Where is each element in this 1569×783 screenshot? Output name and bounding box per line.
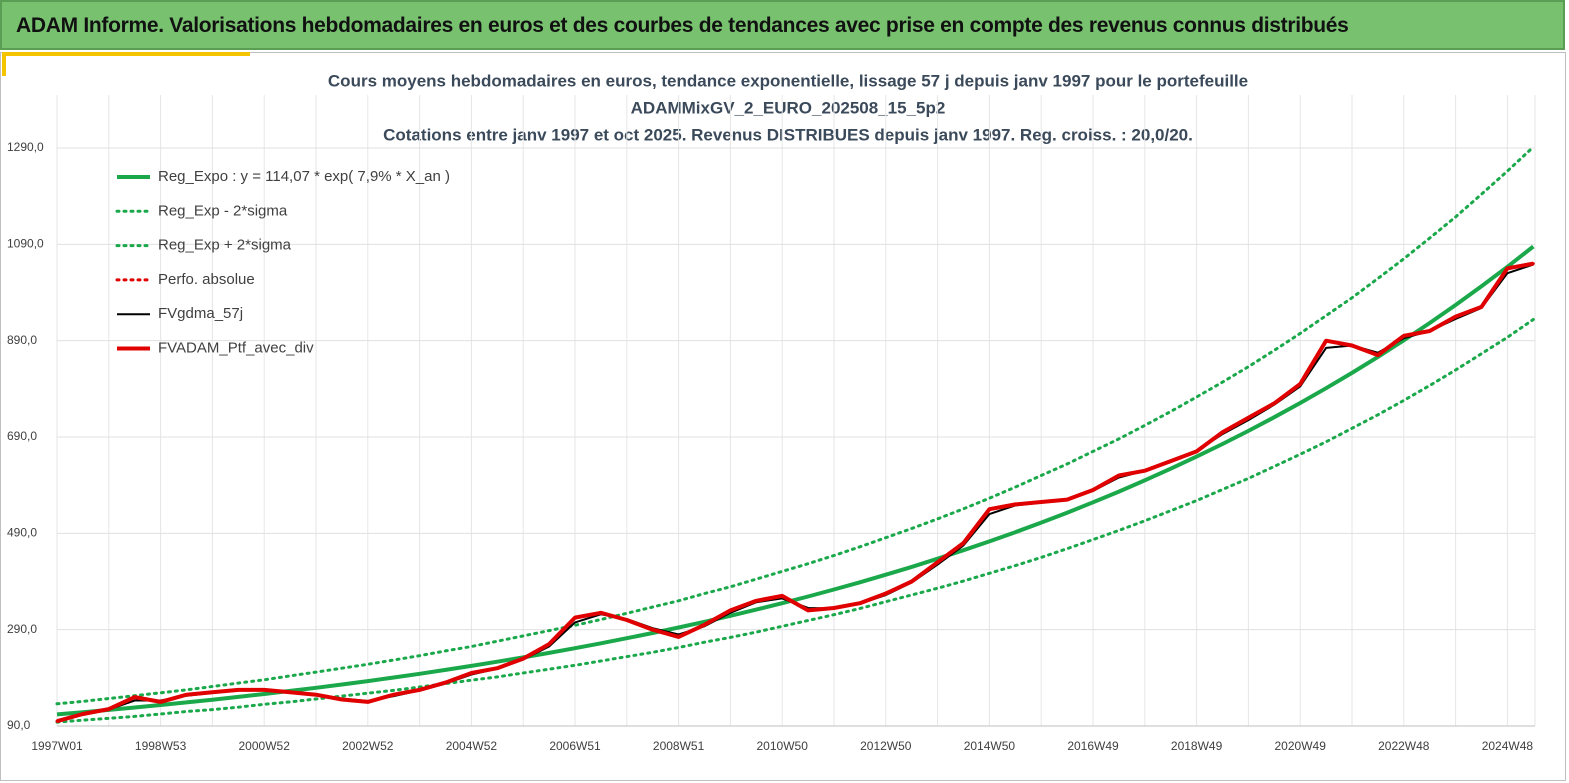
y-tick-label: 690,0 bbox=[7, 429, 37, 443]
x-tick-label: 2024W48 bbox=[1482, 739, 1534, 753]
x-tick-label: 2014W50 bbox=[964, 739, 1016, 753]
y-tick-label: 1290,0 bbox=[7, 140, 44, 154]
x-tick-label: 1998W53 bbox=[135, 739, 187, 753]
legend-label: Perfo. absolue bbox=[158, 271, 255, 288]
accent bbox=[2, 52, 250, 56]
x-tick-label: 2000W52 bbox=[239, 739, 291, 753]
chart-title: Cotations entre janv 1997 et oct 2025. R… bbox=[383, 125, 1193, 144]
series-line bbox=[55, 262, 1535, 723]
legend-label: FVADAM_Ptf_avec_div bbox=[158, 339, 314, 356]
banner-title: ADAM Informe. Valorisations hebdomadaire… bbox=[16, 14, 1349, 37]
legend-label: FVgdma_57j bbox=[158, 305, 243, 322]
accent bbox=[2, 52, 6, 76]
series-line bbox=[55, 318, 1535, 724]
legend-label: Reg_Expo : y = 114,07 * exp( 7,9% * X_an… bbox=[158, 168, 450, 185]
x-tick-label: 2004W52 bbox=[446, 739, 498, 753]
x-tick-label: 2020W49 bbox=[1275, 739, 1327, 753]
chart-title: Cours moyens hebdomadaires en euros, ten… bbox=[328, 71, 1248, 90]
x-tick-label: 2010W50 bbox=[757, 739, 809, 753]
series-line bbox=[55, 145, 1535, 706]
x-tick-label: 2016W49 bbox=[1067, 739, 1119, 753]
series-line bbox=[56, 263, 1534, 722]
x-tick-label: 2022W48 bbox=[1378, 739, 1430, 753]
x-tick-label: 1997W01 bbox=[31, 739, 83, 753]
y-tick-label: 90,0 bbox=[7, 718, 31, 732]
legend-label: Reg_Exp + 2*sigma bbox=[158, 237, 292, 254]
legend-label: Reg_Exp - 2*sigma bbox=[158, 202, 288, 219]
x-tick-label: 2012W50 bbox=[860, 739, 912, 753]
x-tick-label: 2006W51 bbox=[549, 739, 601, 753]
banner: ADAM Informe. Valorisations hebdomadaire… bbox=[0, 0, 1565, 50]
chart-title: ADAMMixGV_2_EURO_202508_15_5p2 bbox=[631, 98, 946, 117]
x-tick-label: 2008W51 bbox=[653, 739, 705, 753]
y-tick-label: 490,0 bbox=[7, 526, 37, 540]
y-tick-label: 1090,0 bbox=[7, 236, 44, 250]
series-line bbox=[56, 261, 1534, 724]
series-line bbox=[56, 244, 1535, 717]
chart-frame bbox=[0, 52, 1566, 781]
y-tick-label: 290,0 bbox=[7, 622, 37, 636]
x-tick-label: 2002W52 bbox=[342, 739, 394, 753]
y-tick-label: 890,0 bbox=[7, 333, 37, 347]
x-tick-label: 2018W49 bbox=[1171, 739, 1223, 753]
